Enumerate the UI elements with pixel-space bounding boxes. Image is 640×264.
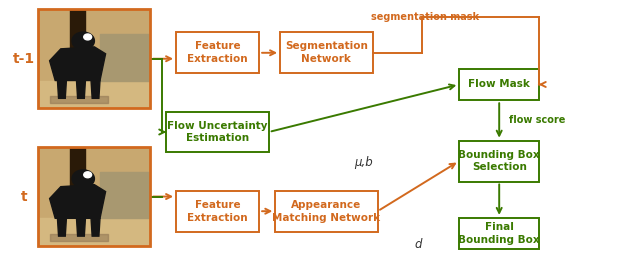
Text: Flow Mask: Flow Mask (468, 79, 530, 89)
Text: Feature
Extraction: Feature Extraction (188, 200, 248, 223)
FancyBboxPatch shape (460, 140, 540, 182)
FancyBboxPatch shape (460, 218, 540, 249)
FancyBboxPatch shape (275, 191, 378, 232)
FancyBboxPatch shape (280, 32, 372, 73)
Text: Segmentation
Network: Segmentation Network (285, 41, 368, 64)
Text: segmentation mask: segmentation mask (371, 12, 479, 22)
FancyBboxPatch shape (176, 191, 259, 232)
Text: Appearance
Matching Network: Appearance Matching Network (273, 200, 380, 223)
Text: Bounding Box
Selection: Bounding Box Selection (458, 150, 540, 172)
Text: t-1: t-1 (13, 51, 35, 66)
FancyBboxPatch shape (166, 111, 269, 153)
Text: d: d (415, 238, 422, 251)
Text: Feature
Extraction: Feature Extraction (188, 41, 248, 64)
Text: μ,b: μ,b (355, 156, 373, 169)
FancyBboxPatch shape (460, 69, 540, 100)
Text: Flow Uncertainty
Estimation: Flow Uncertainty Estimation (167, 121, 268, 143)
Text: flow score: flow score (509, 115, 565, 125)
FancyBboxPatch shape (176, 32, 259, 73)
Text: Final
Bounding Box: Final Bounding Box (458, 222, 540, 245)
Text: t: t (21, 190, 28, 204)
